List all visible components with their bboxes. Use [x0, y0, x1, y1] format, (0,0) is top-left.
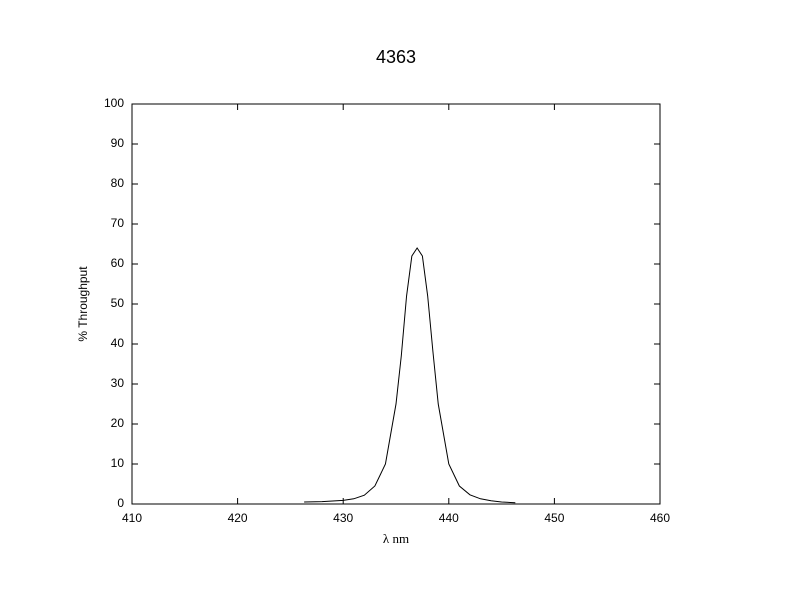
y-tick-label: 90	[111, 136, 125, 150]
x-tick-label: 430	[333, 511, 353, 525]
y-tick-label: 70	[111, 216, 125, 230]
y-tick-label: 50	[111, 296, 125, 310]
y-tick-label: 80	[111, 176, 125, 190]
x-tick-label: 420	[228, 511, 248, 525]
data-line	[304, 247, 516, 504]
x-tick-label: 450	[544, 511, 564, 525]
x-tick-label: 460	[650, 511, 670, 525]
x-axis-label: λ nm	[383, 531, 409, 546]
y-tick-label: 20	[111, 416, 125, 430]
y-tick-label: 60	[111, 256, 125, 270]
y-axis-label: % Throughput	[76, 266, 90, 342]
x-tick-label: 440	[439, 511, 459, 525]
y-tick-label: 40	[111, 336, 125, 350]
chart-title: 4363	[376, 47, 416, 67]
y-tick-label: 30	[111, 376, 125, 390]
y-tick-label: 0	[117, 496, 124, 510]
x-tick-label: 410	[122, 511, 142, 525]
y-tick-label: 10	[111, 456, 125, 470]
y-tick-label: 100	[104, 96, 124, 110]
